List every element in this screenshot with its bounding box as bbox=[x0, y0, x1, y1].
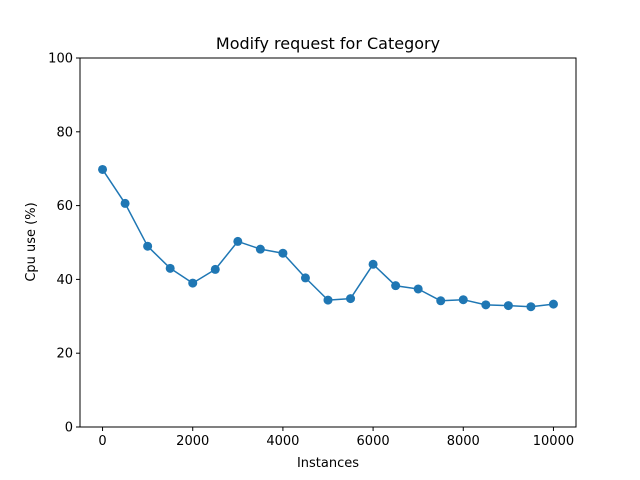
x-tick-label: 6000 bbox=[357, 434, 390, 449]
data-point bbox=[503, 301, 513, 311]
x-tick-label: 10000 bbox=[533, 434, 574, 449]
chart-title: Modify request for Category bbox=[216, 34, 440, 53]
y-tick-label: 0 bbox=[65, 421, 73, 436]
data-point bbox=[346, 294, 356, 304]
x-tick-label: 0 bbox=[98, 434, 106, 449]
x-tick-label: 8000 bbox=[447, 434, 480, 449]
data-point bbox=[481, 300, 491, 310]
y-tick-label: 100 bbox=[48, 52, 73, 67]
data-point bbox=[98, 164, 108, 174]
data-point bbox=[526, 302, 536, 312]
x-tick-label: 4000 bbox=[266, 434, 299, 449]
data-point bbox=[143, 241, 153, 251]
data-point bbox=[413, 284, 423, 294]
data-point bbox=[323, 295, 333, 305]
x-tick-label: 2000 bbox=[176, 434, 209, 449]
x-axis-ticks: 0 2000 4000 6000 8000 10000 bbox=[98, 427, 574, 449]
data-point bbox=[210, 264, 220, 274]
plot-frame bbox=[79, 57, 577, 428]
x-axis-label: Instances bbox=[297, 456, 359, 471]
data-point bbox=[368, 259, 378, 269]
y-tick-label: 60 bbox=[56, 199, 73, 214]
data-point bbox=[391, 281, 401, 291]
y-tick-label: 80 bbox=[56, 125, 73, 140]
data-point bbox=[548, 299, 558, 309]
data-point bbox=[458, 295, 468, 305]
data-point bbox=[188, 278, 198, 288]
y-axis-ticks: 0 20 40 60 80 100 bbox=[48, 52, 80, 436]
data-point bbox=[255, 244, 265, 254]
data-point bbox=[233, 236, 243, 246]
data-point bbox=[300, 273, 310, 283]
series-layer bbox=[98, 164, 558, 312]
data-point bbox=[165, 263, 175, 273]
y-axis-label: Cpu use (%) bbox=[24, 202, 39, 281]
data-point bbox=[120, 198, 130, 208]
y-tick-label: 20 bbox=[56, 347, 73, 362]
data-point bbox=[436, 296, 446, 306]
y-tick-label: 40 bbox=[56, 273, 73, 288]
data-point bbox=[278, 248, 288, 258]
